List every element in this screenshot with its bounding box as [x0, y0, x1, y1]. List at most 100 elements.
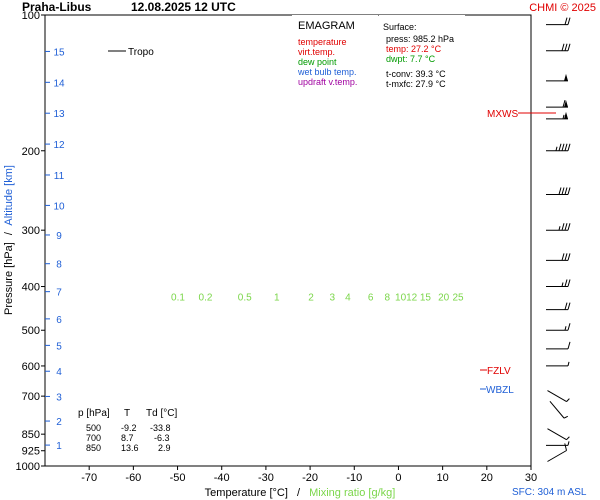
wind-barb [549, 400, 568, 419]
pressure-tick-label: 300 [22, 225, 40, 237]
wind-barb [546, 253, 571, 261]
pressure-tick-label: 600 [22, 361, 40, 373]
wind-barb [546, 441, 570, 446]
table-header-p: p [hPa] [78, 408, 110, 419]
mixing-ratio-label: 8 [385, 293, 391, 304]
pressure-tick-label: 100 [22, 10, 40, 22]
wind-barb-flag [567, 17, 571, 25]
wind-barb-pennant [564, 73, 568, 81]
wind-barb-flag [567, 253, 571, 261]
surface-press: press: 985.2 hPa [386, 34, 454, 44]
wind-barb-flag [558, 143, 562, 151]
altitude-tick-label: 15 [53, 47, 65, 58]
x-tick-label: 20 [481, 472, 493, 484]
altitude-tick-label: 14 [53, 78, 65, 89]
y-axis-title-separator: / [3, 231, 15, 235]
wind-barb [547, 428, 570, 441]
mixing-ratio-label: 0.1 [171, 293, 185, 304]
table-cell: 2.9 [158, 443, 171, 453]
wind-barb-halfflag [558, 226, 561, 231]
altitude-tick-label: 7 [56, 288, 62, 299]
mixing-ratio-label: 12 [406, 293, 418, 304]
surface-tconv: t-conv: 39.3 °C [386, 69, 446, 79]
wind-barb-flag [561, 223, 565, 231]
wind-barb [547, 443, 568, 462]
altitude-tick-label: 13 [53, 109, 65, 120]
x-tick-label: -70 [81, 472, 97, 484]
wind-barb-flag [567, 223, 571, 231]
mxws-label: MXWS [487, 109, 518, 120]
wind-barb-flag [564, 253, 568, 261]
wind-barb [546, 111, 568, 120]
x-axis-title-separator: / [297, 487, 301, 499]
wind-barb [546, 17, 571, 26]
altitude-tick-label: 6 [56, 315, 62, 326]
altitude-tick-label: 4 [56, 367, 62, 378]
wind-barbs [546, 17, 571, 462]
surface-temp: temp: 27.2 °C [386, 44, 442, 54]
pressure-tick-label: 400 [22, 282, 40, 294]
datetime-title: 12.08.2025 12 UTC [131, 0, 236, 14]
table-cell: -33.8 [150, 423, 171, 433]
tropo-label: Tropo [128, 47, 154, 58]
altitude-tick-label: 2 [56, 417, 62, 428]
wind-barb-flag [564, 43, 568, 51]
table-cell: 8.7 [121, 433, 134, 443]
legend-item-dew-point: dew point [298, 57, 337, 67]
wind-barb-flag [567, 187, 571, 195]
wind-barb-staff [547, 428, 567, 441]
legend-item-temperature: temperature [298, 37, 347, 47]
wind-barb-staff [547, 390, 567, 403]
wind-barb-flag [561, 253, 565, 261]
pressure-tick-label: 1000 [16, 461, 40, 473]
wind-barb-halfflag [567, 441, 570, 446]
wind-barb [546, 279, 571, 287]
x-tick-label: 10 [437, 472, 449, 484]
x-tick-label: -50 [170, 472, 186, 484]
surface-dwpt: dwpt: 7.7 °C [386, 54, 436, 64]
altitude-tick-label: 11 [54, 171, 65, 182]
legend-title: EMAGRAM [298, 20, 355, 32]
wind-barb-halfflag [566, 436, 570, 441]
y-axis-title: Pressure [hPa] / Altitude [km] [3, 165, 15, 315]
wind-barb-flag [564, 223, 568, 231]
wind-barb-halfflag [566, 398, 570, 402]
wind-barb [546, 361, 570, 367]
wind-barb [546, 341, 571, 350]
legend-item-updraft: updraft v.temp. [298, 77, 357, 87]
wind-barb-flag [567, 323, 571, 331]
mixing-ratio-label: 2 [308, 293, 314, 304]
wind-barb [546, 302, 571, 311]
wind-barb-flag [567, 302, 571, 310]
wind-barb-pennant [564, 100, 568, 108]
svg-text:Temperature [°C] /: Temperature [°C] / Mixing ratio [g/kg] [205, 487, 396, 499]
legend-box [292, 15, 378, 94]
fzlv-label: FZLV [487, 366, 511, 377]
legend-item-virt-temp: virt.temp. [298, 47, 335, 57]
wind-barb-halfflag [555, 146, 558, 151]
table-cell: -6.3 [154, 433, 170, 443]
wind-barb-flag [567, 279, 571, 287]
pressure-tick-label: 200 [22, 146, 40, 158]
x-tick-label: -10 [346, 472, 362, 484]
x-tick-label: 0 [395, 472, 401, 484]
surface-tmxfc: t-mxfc: 27.9 °C [386, 79, 446, 89]
svg-text:Pressure [hPa] / A: Pressure [hPa] / Altitude [km] [3, 165, 15, 315]
wind-barb-halfflag [561, 282, 564, 287]
wind-barb-staff [547, 450, 567, 462]
sfc-note: SFC: 304 m ASL [512, 487, 587, 498]
levels-table: p [hPa] T Td [°C] 500 -9.2 -33.8 700 8.7… [78, 408, 177, 453]
y-axis-title-altitude: Altitude [km] [3, 165, 15, 226]
wind-barb-staff [549, 400, 565, 419]
surface-title: Surface: [383, 22, 417, 32]
mixing-ratio-label: 1 [274, 293, 280, 304]
wind-barb-flag [558, 187, 562, 195]
table-header-t: T [124, 408, 130, 419]
mixing-ratio-label: 0.5 [238, 293, 252, 304]
altitude-tick-label: 10 [53, 201, 65, 212]
wind-barb-flag [561, 187, 565, 195]
pressure-tick-label: 500 [22, 325, 40, 337]
wind-barb-halfflag [562, 114, 565, 120]
wind-barb-halfflag [563, 415, 568, 419]
